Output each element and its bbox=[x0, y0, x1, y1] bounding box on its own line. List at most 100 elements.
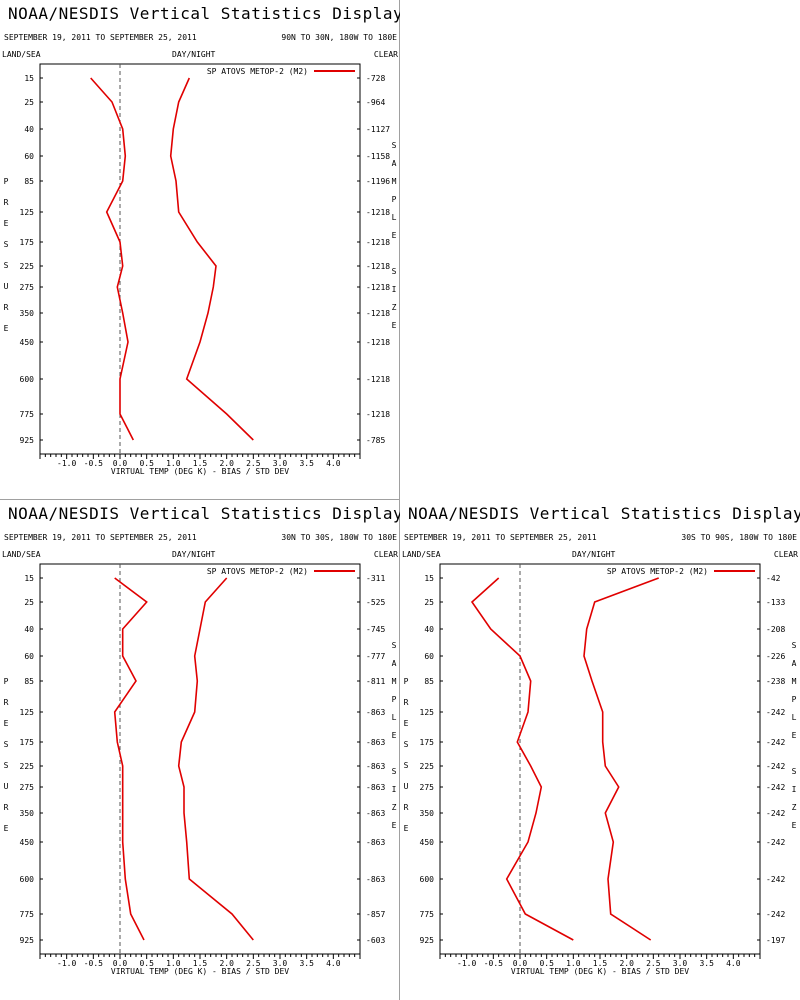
y-axis-label-char: E bbox=[4, 219, 9, 228]
sample-size-label: -1158 bbox=[366, 152, 390, 161]
right-axis-label-char: L bbox=[392, 213, 397, 222]
x-tick-label: 2.5 bbox=[246, 459, 261, 468]
x-tick-label: 3.0 bbox=[273, 459, 288, 468]
right-axis-label-char: I bbox=[392, 285, 397, 294]
legend-label: SP ATOVS METOP-2 (M2) bbox=[607, 567, 708, 576]
sample-size-label: -777 bbox=[366, 652, 385, 661]
sample-size-label: -1196 bbox=[366, 177, 390, 186]
x-tick-label: 1.5 bbox=[593, 959, 608, 968]
y-tick-label: 350 bbox=[420, 809, 435, 818]
x-tick-label: 1.0 bbox=[166, 959, 181, 968]
land-sea-label: LAND/SEA bbox=[402, 550, 441, 559]
right-axis-label-char: Z bbox=[792, 803, 797, 812]
sample-size-label: -863 bbox=[366, 875, 385, 884]
right-axis-label-char: E bbox=[392, 321, 397, 330]
sample-size-label: -311 bbox=[366, 574, 385, 583]
y-tick-label: 600 bbox=[20, 375, 35, 384]
y-tick-label: 25 bbox=[24, 598, 34, 607]
y-tick-label: 450 bbox=[20, 338, 35, 347]
x-tick-label: 3.5 bbox=[299, 959, 314, 968]
y-tick-label: 175 bbox=[20, 738, 35, 747]
sample-size-label: -1218 bbox=[366, 262, 390, 271]
x-tick-label: 1.0 bbox=[566, 959, 581, 968]
y-axis-label-char: S bbox=[404, 740, 409, 749]
y-axis-label-char: U bbox=[4, 282, 9, 291]
y-axis-label-char: R bbox=[4, 303, 9, 312]
right-axis-label-char: I bbox=[792, 785, 797, 794]
date-range: SEPTEMBER 19, 2011 TO SEPTEMBER 25, 2011 bbox=[404, 533, 597, 542]
sample-size-label: -863 bbox=[366, 783, 385, 792]
y-tick-label: 775 bbox=[420, 910, 435, 919]
y-tick-label: 15 bbox=[24, 574, 34, 583]
y-tick-label: 40 bbox=[24, 125, 34, 134]
right-axis-label-char: I bbox=[392, 785, 397, 794]
x-axis-label: VIRTUAL TEMP (DEG K) - BIAS / STD DEV bbox=[111, 967, 289, 976]
y-tick-label: 275 bbox=[20, 783, 35, 792]
panel-title: NOAA/NESDIS Vertical Statistics Display bbox=[8, 4, 400, 23]
plot-frame bbox=[39, 63, 361, 455]
bias-line bbox=[470, 577, 574, 941]
x-tick-label: 0.5 bbox=[139, 959, 154, 968]
day-night-label: DAY/NIGHT bbox=[572, 550, 616, 559]
sample-size-label: -242 bbox=[766, 783, 785, 792]
x-tick-label: 4.0 bbox=[326, 459, 341, 468]
region-label: 90N TO 30N, 180W TO 180E bbox=[281, 33, 397, 42]
x-tick-label: 1.5 bbox=[193, 959, 208, 968]
y-tick-label: 175 bbox=[420, 738, 435, 747]
y-axis-label-char: R bbox=[404, 698, 409, 707]
date-range: SEPTEMBER 19, 2011 TO SEPTEMBER 25, 2011 bbox=[4, 33, 197, 42]
panel-title: NOAA/NESDIS Vertical Statistics Display bbox=[408, 504, 800, 523]
x-tick-label: 2.5 bbox=[646, 959, 661, 968]
y-tick-label: 40 bbox=[24, 625, 34, 634]
y-tick-label: 15 bbox=[24, 74, 34, 83]
x-tick-label: 1.0 bbox=[166, 459, 181, 468]
right-axis-label-char: M bbox=[792, 677, 797, 686]
sample-size-label: -1218 bbox=[366, 283, 390, 292]
x-tick-label: 4.0 bbox=[726, 959, 741, 968]
date-range: SEPTEMBER 19, 2011 TO SEPTEMBER 25, 2011 bbox=[4, 533, 197, 542]
vertical-stats-chart: -1.0 -0.5 0.0 0.5 1.0 1.5 2.0 2.5 3.0 3.5 4.0 VIRTU… bbox=[4, 63, 397, 476]
sample-size-label: -242 bbox=[766, 809, 785, 818]
y-tick-label: 125 bbox=[20, 708, 35, 717]
sample-size-label: -525 bbox=[366, 598, 385, 607]
right-axis-label-char: S bbox=[792, 641, 797, 650]
y-axis-label-char: P bbox=[4, 177, 9, 186]
right-axis-label-char: L bbox=[392, 713, 397, 722]
x-tick-label: 2.0 bbox=[219, 459, 234, 468]
y-axis-label-char: U bbox=[4, 782, 9, 791]
right-axis-label-char: A bbox=[792, 659, 797, 668]
std-dev-line bbox=[177, 577, 254, 941]
x-tick-label: 0.0 bbox=[113, 959, 128, 968]
land-sea-label: LAND/SEA bbox=[2, 50, 41, 59]
sample-size-label: -1218 bbox=[366, 338, 390, 347]
x-tick-label: 3.5 bbox=[299, 459, 314, 468]
y-tick-label: 775 bbox=[20, 410, 35, 419]
legend-label: SP ATOVS METOP-2 (M2) bbox=[207, 567, 308, 576]
right-axis-label-char: Z bbox=[392, 303, 397, 312]
y-tick-label: 125 bbox=[20, 208, 35, 217]
sample-size-label: -1218 bbox=[366, 375, 390, 384]
vertical-divider bbox=[399, 0, 400, 1000]
x-axis-label: VIRTUAL TEMP (DEG K) - BIAS / STD DEV bbox=[111, 467, 289, 476]
legend-label: SP ATOVS METOP-2 (M2) bbox=[207, 67, 308, 76]
x-tick-label: 0.5 bbox=[539, 959, 554, 968]
sample-size-label: -1218 bbox=[366, 208, 390, 217]
y-tick-label: 775 bbox=[20, 910, 35, 919]
right-axis-label-char: E bbox=[392, 231, 397, 240]
right-axis-label-char: A bbox=[392, 659, 397, 668]
y-axis-label-char: R bbox=[4, 198, 9, 207]
y-tick-label: 85 bbox=[24, 677, 34, 686]
plot-frame bbox=[439, 563, 761, 955]
right-axis-label-char: P bbox=[392, 695, 397, 704]
x-tick-label: 3.5 bbox=[699, 959, 714, 968]
land-sea-label: LAND/SEA bbox=[2, 550, 41, 559]
empty-panel bbox=[400, 0, 800, 500]
sample-size-label: -863 bbox=[366, 708, 385, 717]
right-axis-label-char: Z bbox=[392, 803, 397, 812]
y-tick-label: 275 bbox=[420, 783, 435, 792]
sample-size-label: -1218 bbox=[366, 238, 390, 247]
sample-size-label: -242 bbox=[766, 875, 785, 884]
y-tick-label: 925 bbox=[20, 936, 35, 945]
x-tick-label: 1.5 bbox=[193, 459, 208, 468]
y-axis-label-char: E bbox=[404, 824, 409, 833]
